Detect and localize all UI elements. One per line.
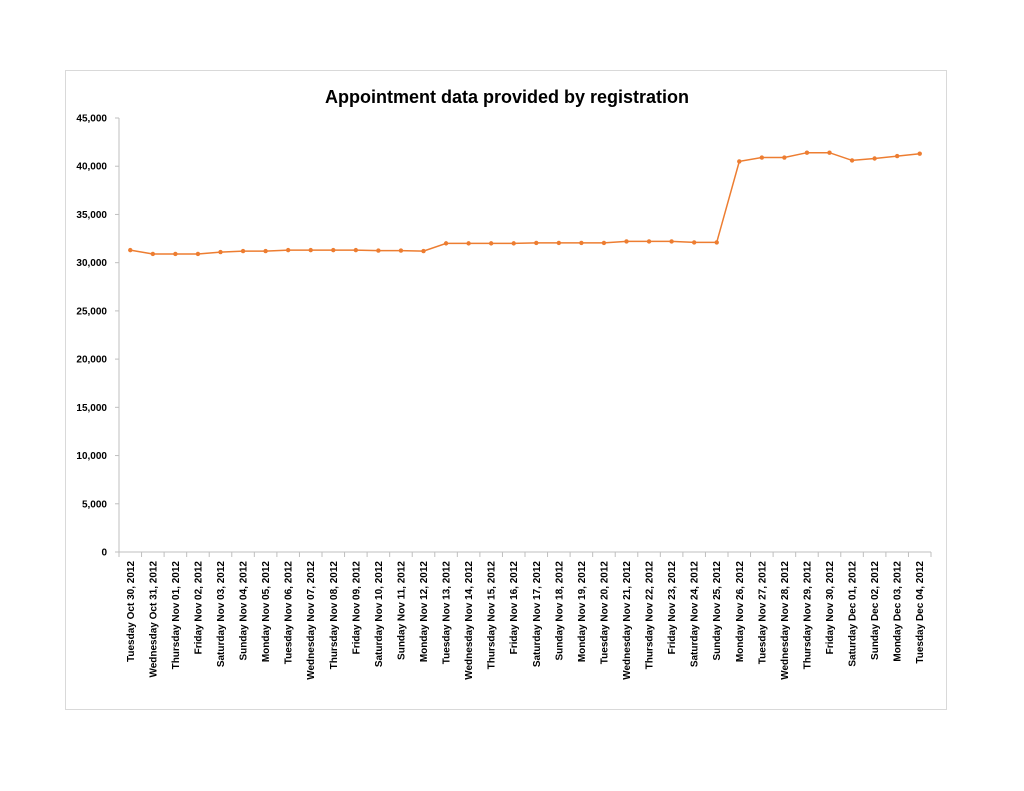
y-tick-label: 0 [101,548,107,559]
x-tick-label: Friday Nov 09, 2012 [351,561,362,655]
line-chart: Appointment data provided by registratio… [76,87,932,680]
y-tick-label: 15,000 [76,403,107,414]
data-point [737,159,742,164]
x-tick-label: Sunday Nov 04, 2012 [239,561,250,661]
x-tick-label: Wednesday Oct 31, 2012 [148,561,159,678]
data-point [827,150,832,155]
y-tick-label: 5,000 [82,499,107,510]
x-tick-label: Tuesday Nov 06, 2012 [284,561,295,665]
x-tick-label: Wednesday Nov 21, 2012 [622,561,633,680]
x-tick-label: Saturday Nov 03, 2012 [216,561,227,668]
data-point [263,248,268,254]
x-tick-label: Monday Nov 12, 2012 [419,561,430,663]
x-tick-label: Sunday Nov 25, 2012 [712,561,723,661]
data-point [421,248,426,254]
data-point [714,240,719,245]
x-tick-label: Monday Nov 26, 2012 [735,561,746,663]
data-point [849,158,855,163]
x-tick-label: Saturday Nov 17, 2012 [532,561,543,668]
chart-area: Appointment data provided by registratio… [65,70,947,710]
x-tick-label: Wednesday Nov 14, 2012 [464,561,475,680]
x-tick-label: Thursday Nov 08, 2012 [329,561,340,670]
x-tick-label: Sunday Dec 02, 2012 [870,561,881,660]
x-tick-label: Monday Dec 03, 2012 [893,561,904,662]
x-tick-label: Wednesday Nov 28, 2012 [780,561,791,680]
data-point [556,240,562,246]
x-tick-label: Saturday Dec 01, 2012 [848,561,859,667]
series [128,150,922,257]
x-tick-label: Tuesday Oct 30, 2012 [126,561,137,662]
y-axis: 0 5,000 10,000 15,000 20,000 25,000 30,000 35,0… [76,114,120,559]
y-tick-label: 25,000 [76,306,107,317]
data-point [511,241,516,246]
y-tick-label: 35,000 [76,210,107,221]
x-tick-label: Saturday Nov 24, 2012 [690,561,701,668]
x-tick-label: Tuesday Nov 20, 2012 [599,561,610,665]
y-tick-label: 45,000 [76,114,107,125]
data-point [195,251,201,257]
data-point [466,241,471,246]
x-tick-label: Friday Nov 02, 2012 [193,561,204,655]
data-point [218,249,223,255]
data-point [534,240,539,246]
x-tick-label: Sunday Nov 18, 2012 [554,561,565,661]
y-tick-label: 10,000 [76,451,107,462]
data-point [308,247,313,253]
x-tick-label: Monday Nov 19, 2012 [577,561,588,663]
y-tick-label: 40,000 [76,162,107,173]
data-point [624,239,629,244]
x-tick-label: Thursday Nov 15, 2012 [487,561,498,670]
x-tick-label: Thursday Nov 29, 2012 [802,561,813,670]
data-point [173,251,178,257]
data-point [150,251,156,257]
x-tick-label: Friday Nov 30, 2012 [825,561,836,655]
data-point [804,150,810,155]
x-tick-label: Friday Nov 23, 2012 [667,561,678,655]
data-point [398,248,404,253]
data-point [669,239,674,244]
data-point [443,241,449,246]
data-point [894,153,900,159]
x-tick-label: Tuesday Nov 27, 2012 [757,561,768,665]
data-point [376,248,381,253]
data-point [488,241,494,246]
data-point [601,240,607,246]
x-tick-label: Saturday Nov 10, 2012 [374,561,385,668]
data-point [782,155,787,160]
x-tick-label: Thursday Nov 22, 2012 [645,561,656,670]
x-tick-label: Sunday Nov 11, 2012 [396,561,407,660]
data-point [128,247,133,253]
y-tick-label: 20,000 [76,355,107,366]
data-point [579,240,584,246]
x-axis: Tuesday Oct 30, 2012 Wednesday Oct 31, 20… [118,551,932,680]
x-tick-label: Wednesday Nov 07, 2012 [306,561,317,680]
data-point [872,156,877,161]
x-tick-label: Friday Nov 16, 2012 [509,561,520,655]
data-point [646,239,652,244]
data-point [353,247,359,253]
series-line [130,151,920,255]
data-point [285,247,291,253]
chart-title: Appointment data provided by registratio… [325,87,689,107]
x-tick-label: Monday Nov 05, 2012 [261,561,272,663]
data-point [917,151,922,156]
x-tick-label: Thursday Nov 01, 2012 [171,561,182,670]
x-tick-label: Tuesday Nov 13, 2012 [442,561,453,665]
data-point [759,155,765,160]
data-point [240,248,246,254]
y-tick-label: 30,000 [76,258,107,269]
data-point [691,240,697,245]
x-tick-label: Tuesday Dec 04, 2012 [915,561,926,664]
data-point [331,247,336,253]
